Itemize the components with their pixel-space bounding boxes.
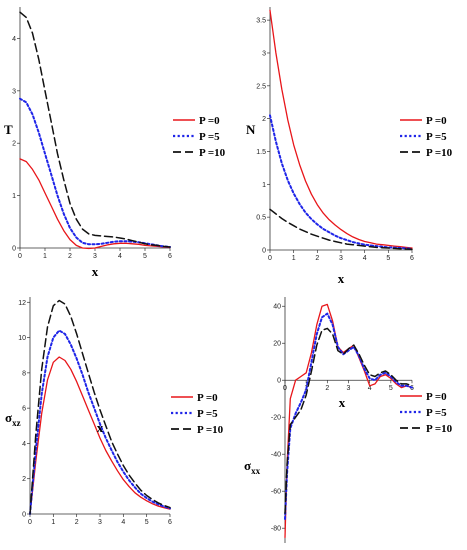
- legend-label: P =5: [199, 131, 220, 143]
- x-tick-label: 6: [410, 255, 414, 262]
- y-tick-label: 2: [12, 141, 16, 148]
- y-tick-label: 4: [12, 36, 16, 43]
- x-tick-label: 3: [347, 385, 351, 392]
- x-tick-label: 1: [292, 255, 296, 262]
- y-axis-label: σxz: [5, 410, 21, 428]
- x-tick-label: 0: [268, 255, 272, 262]
- legend-label: P =0: [426, 391, 447, 403]
- x-tick-label: 3: [93, 253, 97, 260]
- x-tick-label: 0: [18, 253, 22, 260]
- y-tick-label: 4: [22, 441, 26, 448]
- y-tick-label: 3: [12, 88, 16, 95]
- x-tick-label: 1: [43, 253, 47, 260]
- x-tick-label: 0: [283, 385, 287, 392]
- series-line-p-10: [269, 208, 413, 251]
- y-axis-label: N: [246, 122, 256, 137]
- legend-label: P =10: [426, 423, 453, 435]
- y-tick-label: 2.5: [256, 83, 266, 90]
- y-tick-label: -80: [271, 526, 281, 533]
- x-tick-label: 2: [75, 519, 79, 526]
- y-tick-label: 10: [18, 335, 26, 342]
- x-tick-label: 2: [68, 253, 72, 260]
- x-tick-label: 3: [98, 519, 102, 526]
- y-tick-label: 0: [277, 378, 281, 385]
- legend: P =0 P =5 P =10: [173, 115, 226, 159]
- series-line-p-5: [284, 312, 413, 520]
- x-tick-label: 5: [145, 519, 149, 526]
- x-axis-label: x: [92, 264, 99, 279]
- x-tick-label: 5: [386, 255, 390, 262]
- y-axis-label: T: [4, 122, 13, 137]
- y-axis-label: σxx: [244, 458, 261, 476]
- x-tick-label: 6: [410, 385, 414, 392]
- x-axis-label: x: [339, 395, 346, 410]
- x-tick-label: 4: [363, 255, 367, 262]
- x-tick-label: 5: [389, 385, 393, 392]
- y-tick-label: 0: [22, 512, 26, 519]
- legend-label: P =10: [199, 147, 226, 159]
- y-tick-label: 0.5: [256, 215, 266, 222]
- series-line-p-10: [29, 299, 171, 515]
- series-line-p-5: [19, 97, 171, 248]
- x-tick-label: 2: [325, 385, 329, 392]
- legend: P =0 P =5 P =10: [400, 115, 453, 159]
- legend-label: P =5: [426, 407, 447, 419]
- legend: P =0 P =5 P =10: [171, 392, 224, 436]
- series-line-p-0: [29, 356, 171, 515]
- x-tick-label: 2: [315, 255, 319, 262]
- y-tick-label: 0: [262, 248, 266, 255]
- y-tick-label: 3.5: [256, 18, 266, 25]
- x-tick-label: 5: [143, 253, 147, 260]
- y-tick-label: 6: [22, 406, 26, 413]
- x-axis-label: x: [97, 420, 104, 435]
- series-line-p-10: [284, 327, 413, 515]
- x-tick-label: 0: [28, 519, 32, 526]
- chart-panel-2: 0 1 2 3 4 5 6 0 0.5 1 1.5 2 2.5 3 3.5 x N P =0 P =5 P =10: [246, 7, 453, 286]
- x-tick-label: 4: [118, 253, 122, 260]
- x-tick-label: 4: [121, 519, 125, 526]
- x-tick-label: 6: [168, 253, 172, 260]
- legend-label: P =10: [197, 424, 224, 436]
- y-tick-label: 2: [22, 476, 26, 483]
- y-tick-label: 1.5: [256, 149, 266, 156]
- y-tick-label: 8: [22, 370, 26, 377]
- y-tick-label: 0: [12, 246, 16, 253]
- y-tick-label: 3: [262, 50, 266, 57]
- x-tick-label: 3: [339, 255, 343, 262]
- y-tick-label: -40: [271, 452, 281, 459]
- y-tick-label: -20: [271, 415, 281, 422]
- series-line-p-10: [19, 11, 171, 248]
- series-line-p-5: [29, 329, 171, 515]
- legend-label: P =0: [199, 115, 220, 127]
- x-tick-label: 1: [51, 519, 55, 526]
- legend-label: P =0: [426, 115, 447, 127]
- legend-label: P =0: [197, 392, 218, 404]
- x-axis-label: x: [338, 271, 345, 286]
- x-tick-label: 4: [368, 385, 372, 392]
- y-tick-label: 2: [262, 116, 266, 123]
- y-tick-label: -60: [271, 489, 281, 496]
- legend-label: P =10: [426, 147, 453, 159]
- series-line-p-0: [284, 303, 413, 539]
- series-line-p-0: [19, 158, 171, 250]
- legend-label: P =5: [197, 408, 218, 420]
- y-tick-label: 1: [12, 193, 16, 200]
- y-tick-label: 1: [262, 182, 266, 189]
- y-tick-label: 20: [273, 341, 281, 348]
- series-line-p-0: [269, 9, 413, 249]
- legend: P =0 P =5 P =10: [400, 391, 453, 435]
- chart-panel-1: 0 1 2 3 4 5 6 0 1 2 3 4 x T P =0 P =5 P =10: [4, 7, 226, 279]
- y-tick-label: 40: [273, 304, 281, 311]
- x-tick-label: 6: [168, 519, 172, 526]
- y-tick-label: 12: [18, 300, 26, 307]
- legend-label: P =5: [426, 131, 447, 143]
